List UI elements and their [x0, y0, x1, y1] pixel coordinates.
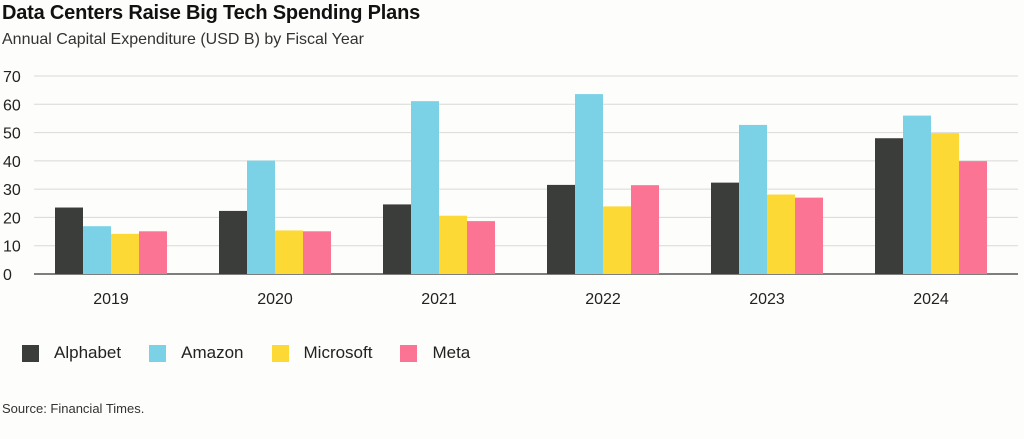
legend: Alphabet Amazon Microsoft Meta — [22, 343, 498, 363]
y-tick-label: 10 — [3, 239, 21, 256]
y-tick-label: 40 — [3, 154, 21, 171]
bar-amazon-2021 — [411, 101, 439, 274]
chart-title: Data Centers Raise Big Tech Spending Pla… — [2, 2, 421, 24]
x-tick-label: 2023 — [749, 291, 785, 308]
bar-amazon-2022 — [575, 94, 603, 274]
bar-amazon-2020 — [247, 160, 275, 274]
bar-meta-2024 — [959, 161, 987, 274]
legend-swatch — [22, 344, 39, 362]
y-tick-label: 70 — [3, 69, 21, 86]
y-tick-label: 20 — [3, 210, 21, 227]
y-tick-label: 0 — [3, 267, 12, 284]
bar-alphabet-2020 — [219, 210, 247, 274]
bar-microsoft-2022 — [603, 206, 631, 274]
bar-alphabet-2019 — [55, 207, 83, 274]
chart-subtitle: Annual Capital Expenditure (USD B) by Fi… — [2, 31, 364, 48]
x-tick-label: 2021 — [421, 291, 457, 308]
bar-microsoft-2019 — [111, 233, 139, 274]
y-axis-ticks: 0 10 20 30 40 50 60 70 — [3, 69, 21, 284]
legend-swatch — [271, 344, 289, 362]
legend-label: Alphabet — [54, 343, 122, 362]
x-axis-ticks: 2019 2020 2021 2022 2023 2024 — [93, 291, 949, 308]
bar-microsoft-2023 — [767, 194, 795, 274]
x-tick-label: 2019 — [93, 291, 129, 308]
x-tick-label: 2024 — [913, 291, 949, 308]
legend-item-alphabet: Alphabet — [22, 343, 121, 363]
bar-microsoft-2024 — [931, 133, 959, 274]
legend-swatch — [149, 344, 167, 362]
bars — [55, 94, 987, 274]
bar-microsoft-2021 — [439, 215, 467, 274]
bar-amazon-2024 — [903, 115, 931, 274]
bar-alphabet-2024 — [875, 138, 903, 274]
bar-amazon-2019 — [83, 226, 111, 274]
gridlines — [34, 75, 1018, 275]
bar-alphabet-2023 — [711, 182, 739, 274]
bar-alphabet-2022 — [547, 184, 575, 274]
bar-chart: 0 10 20 30 40 50 60 70 2019 2020 2021 2022 2023 2024 — [3, 69, 1018, 308]
bar-meta-2022 — [631, 185, 659, 274]
bar-meta-2019 — [139, 231, 167, 274]
legend-label: Meta — [432, 343, 471, 362]
source-note: Source: Financial Times. — [2, 401, 145, 416]
bar-meta-2023 — [795, 197, 823, 274]
legend-label: Amazon — [181, 343, 244, 362]
y-tick-label: 30 — [3, 182, 21, 199]
x-tick-label: 2020 — [257, 291, 293, 308]
bar-meta-2020 — [303, 231, 331, 274]
y-tick-label: 60 — [3, 97, 21, 114]
bar-amazon-2023 — [739, 124, 767, 274]
x-tick-label: 2022 — [585, 291, 621, 308]
bar-meta-2021 — [467, 221, 495, 274]
legend-item-meta: Meta — [400, 343, 470, 363]
legend-swatch — [400, 344, 418, 362]
legend-item-microsoft: Microsoft — [271, 343, 373, 363]
bar-microsoft-2020 — [275, 230, 303, 274]
y-tick-label: 50 — [3, 126, 21, 143]
bar-alphabet-2021 — [383, 204, 411, 274]
legend-item-amazon: Amazon — [149, 343, 244, 363]
legend-label: Microsoft — [303, 343, 373, 362]
